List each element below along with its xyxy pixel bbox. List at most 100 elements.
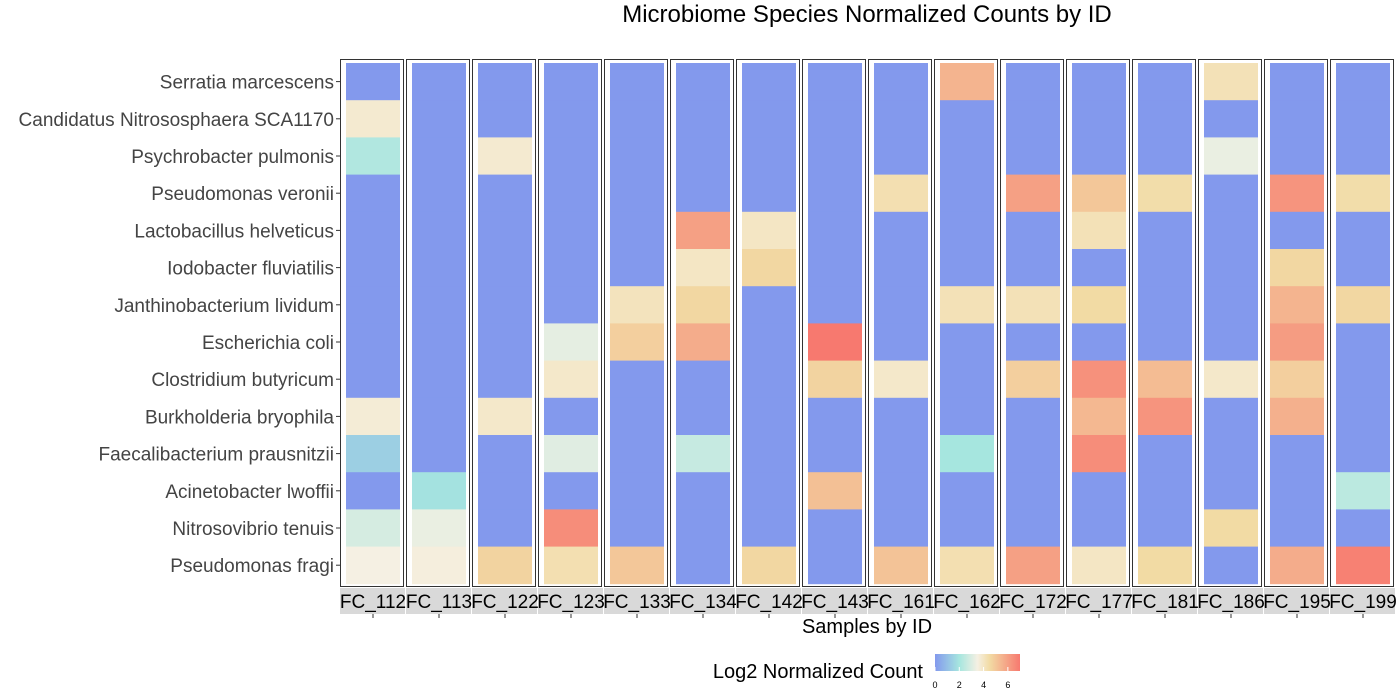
- heatmap-cell: [1072, 100, 1126, 138]
- sample-label: FC_199: [1329, 592, 1397, 613]
- heatmap-cell: [412, 249, 466, 287]
- heatmap-cell: [742, 397, 796, 436]
- heatmap-cell: [1072, 249, 1126, 287]
- species-label: Burkholderia bryophila: [145, 407, 334, 428]
- heatmap-cell: [742, 211, 796, 250]
- heatmap-cell: [1138, 435, 1192, 473]
- heatmap-cell: [478, 63, 532, 101]
- heatmap-cell: [544, 211, 598, 250]
- heatmap-cell: [478, 249, 532, 287]
- heatmap-cell: [1006, 174, 1060, 213]
- heatmap-cell: [940, 323, 994, 361]
- heatmap-cell: [544, 509, 598, 547]
- heatmap-cell: [610, 100, 664, 138]
- heatmap-cell: [1138, 100, 1192, 138]
- heatmap-cell: [874, 397, 928, 436]
- heatmap-cell: [346, 63, 400, 101]
- heatmap-cell: [1270, 174, 1324, 213]
- heatmap-cell: [1006, 472, 1060, 510]
- heatmap-cell: [1006, 100, 1060, 138]
- heatmap-cell: [478, 472, 532, 510]
- sample-label: FC_143: [801, 592, 869, 613]
- heatmap-cell: [544, 174, 598, 213]
- heatmap-cell: [412, 100, 466, 138]
- heatmap-cell: [1204, 100, 1258, 138]
- heatmap-cell: [940, 211, 994, 250]
- heatmap-cell: [412, 174, 466, 213]
- heatmap-cell: [346, 546, 400, 585]
- heatmap-cell: [676, 472, 730, 510]
- heatmap-cell: [808, 286, 862, 324]
- heatmap-cell: [412, 546, 466, 585]
- heatmap-cell: [874, 360, 928, 399]
- heatmap-cell: [1270, 286, 1324, 324]
- heatmap-cell: [1270, 137, 1324, 175]
- facet-panel: [1066, 59, 1130, 587]
- strip-background: [1198, 588, 1263, 614]
- strip-background: [1000, 588, 1065, 614]
- heatmap-cell: [412, 63, 466, 101]
- heatmap-cell: [346, 360, 400, 399]
- heatmap-cell: [1270, 100, 1324, 138]
- heatmap-cell: [1072, 137, 1126, 175]
- strip-background: [868, 588, 933, 614]
- heatmap-cell: [1138, 323, 1192, 361]
- species-label: Janthinobacterium lividum: [114, 296, 334, 317]
- heatmap-cell: [874, 249, 928, 287]
- heatmap-cell: [610, 249, 664, 287]
- heatmap-cell: [742, 546, 796, 585]
- species-label: Lactobacillus helveticus: [134, 221, 334, 242]
- heatmap-cell: [610, 137, 664, 175]
- heatmap-cell: [1270, 323, 1324, 361]
- strip-background: [1132, 588, 1197, 614]
- heatmap-cell: [478, 435, 532, 473]
- heatmap-cell: [478, 360, 532, 399]
- heatmap-cell: [1270, 360, 1324, 399]
- species-label: Faecalibacterium prausnitzii: [99, 445, 335, 466]
- heatmap-cell: [742, 323, 796, 361]
- heatmap-cell: [478, 100, 532, 138]
- facet-panel: [340, 59, 404, 587]
- heatmap-cell: [1138, 174, 1192, 213]
- heatmap-cell: [478, 137, 532, 175]
- species-label: Serratia marcescens: [160, 73, 334, 94]
- heatmap-cell: [676, 360, 730, 399]
- heatmap-cell: [346, 174, 400, 213]
- heatmap-cell: [610, 397, 664, 436]
- heatmap-cell: [1336, 435, 1390, 473]
- legend-tick-label: 0: [932, 680, 937, 690]
- facet-panel: [670, 59, 734, 587]
- heatmap-cell: [676, 174, 730, 213]
- heatmap-cell: [742, 137, 796, 175]
- heatmap-cell: [346, 472, 400, 510]
- sample-label: FC_134: [669, 592, 737, 613]
- heatmap-cell: [808, 249, 862, 287]
- heatmap-cell: [1006, 249, 1060, 287]
- heatmap-cell: [742, 249, 796, 287]
- heatmap-cell: [544, 323, 598, 361]
- strip-background: [670, 588, 735, 614]
- facet-panel: [604, 59, 668, 587]
- heatmap-cell: [1336, 472, 1390, 510]
- chart-title: Microbiome Species Normalized Counts by …: [622, 1, 1112, 28]
- heatmap-cell: [478, 211, 532, 250]
- x-axis-title: Samples by ID: [802, 616, 932, 638]
- species-labels: Serratia marcescens Candidatus Nitrososph…: [19, 73, 340, 577]
- heatmap-cell: [1138, 63, 1192, 101]
- heatmap-cell: [676, 249, 730, 287]
- heatmap-cell: [1336, 63, 1390, 101]
- heatmap-cell: [346, 211, 400, 250]
- heatmap-cell: [808, 472, 862, 510]
- strip-background: [736, 588, 801, 614]
- strip-background: [1066, 588, 1131, 614]
- heatmap-cell: [1072, 174, 1126, 213]
- sample-label: FC_172: [999, 592, 1067, 613]
- heatmap-cell: [676, 435, 730, 473]
- heatmap-cell: [1138, 472, 1192, 510]
- heatmap-cell: [1204, 397, 1258, 436]
- heatmap-cell: [1336, 360, 1390, 399]
- heatmap-cell: [412, 286, 466, 324]
- heatmap-cell: [742, 360, 796, 399]
- strip-background: [538, 588, 603, 614]
